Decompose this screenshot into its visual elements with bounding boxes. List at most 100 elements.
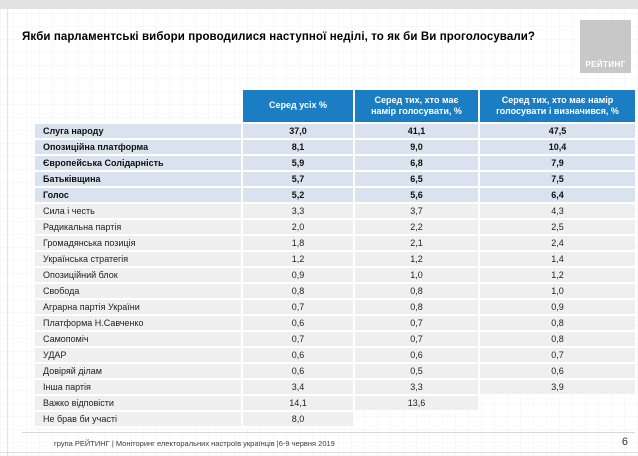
value-among-intending-cell: 3,7 [355, 204, 480, 220]
value-among-intending-cell: 0,8 [355, 300, 480, 316]
value-among-all-cell: 1,8 [243, 236, 355, 252]
table-row: Важко відповісти 14,1 13,6 [35, 396, 635, 412]
value-among-decided-cell: 6,4 [480, 188, 635, 204]
table-row: Громадянська позиція 1,8 2,1 2,4 [35, 236, 635, 252]
party-name-cell: Опозиційна платформа [35, 140, 243, 156]
value-among-all-cell: 3,3 [243, 204, 355, 220]
table-row: Радикальна партія 2,0 2,2 2,5 [35, 220, 635, 236]
party-name-cell: Громадянська позиція [35, 236, 243, 252]
value-among-all-cell: 8,0 [243, 412, 355, 428]
value-among-all-cell: 5,9 [243, 156, 355, 172]
col-header-among-decided: Серед тих, хто має намір голосувати і ви… [480, 90, 635, 124]
value-among-all-cell: 1,2 [243, 252, 355, 268]
value-among-decided-cell: 3,9 [480, 380, 635, 396]
table-header-row: Серед усіх % Серед тих, хто має намір го… [35, 90, 635, 124]
table-row: Не брав би участі 8,0 [35, 412, 635, 428]
value-among-intending-cell: 1,2 [355, 252, 480, 268]
value-among-intending-cell: 6,5 [355, 172, 480, 188]
value-among-decided-cell: 10,4 [480, 140, 635, 156]
table-row: Українська стратегія 1,2 1,2 1,4 [35, 252, 635, 268]
canvas-bottom-guide [0, 452, 638, 453]
value-among-decided-cell: 2,4 [480, 236, 635, 252]
slide-title: Якби парламентські вибори проводилися на… [22, 31, 536, 43]
value-among-decided-cell: 7,5 [480, 172, 635, 188]
table-row: Інша партія 3,4 3,3 3,9 [35, 380, 635, 396]
value-among-all-cell: 2,0 [243, 220, 355, 236]
value-among-intending-cell: 0,8 [355, 284, 480, 300]
value-among-decided-cell: 4,3 [480, 204, 635, 220]
value-among-intending-cell [355, 412, 480, 428]
party-name-cell: Радикальна партія [35, 220, 243, 236]
table-row: УДАР 0,6 0,6 0,7 [35, 348, 635, 364]
table-row: Самопоміч 0,7 0,7 0,8 [35, 332, 635, 348]
party-name-cell: Українська стратегія [35, 252, 243, 268]
party-name-cell: Батьківщина [35, 172, 243, 188]
value-among-intending-cell: 0,7 [355, 316, 480, 332]
value-among-intending-cell: 3,3 [355, 380, 480, 396]
value-among-intending-cell: 13,6 [355, 396, 480, 412]
col-header-among-intending: Серед тих, хто має намір голосувати, % [355, 90, 480, 124]
rating-group-logo: РЕЙТИНГ [580, 20, 631, 73]
party-name-cell: Голос [35, 188, 243, 204]
table-row: Слуга народу 37,0 41,1 47,5 [35, 124, 635, 140]
value-among-decided-cell: 0,7 [480, 348, 635, 364]
value-among-decided-cell: 1,2 [480, 268, 635, 284]
value-among-all-cell: 37,0 [243, 124, 355, 140]
footer-source: група РЕЙТИНГ | Моніторинг електоральних… [54, 439, 335, 448]
value-among-all-cell: 14,1 [243, 396, 355, 412]
value-among-all-cell: 8,1 [243, 140, 355, 156]
logo-text: РЕЙТИНГ [585, 60, 626, 69]
value-among-intending-cell: 0,6 [355, 348, 480, 364]
party-column-blank-header [35, 90, 243, 124]
value-among-all-cell: 0,7 [243, 332, 355, 348]
party-name-cell: Важко відповісти [35, 396, 243, 412]
value-among-intending-cell: 0,5 [355, 364, 480, 380]
party-name-cell: Опозиційний блок [35, 268, 243, 284]
table-row: Опозиційна платформа 8,1 9,0 10,4 [35, 140, 635, 156]
party-name-cell: Платформа Н.Савченко [35, 316, 243, 332]
table-row: Батьківщина 5,7 6,5 7,5 [35, 172, 635, 188]
footer-divider [22, 432, 635, 433]
value-among-decided-cell: 2,5 [480, 220, 635, 236]
value-among-decided-cell: 7,9 [480, 156, 635, 172]
value-among-intending-cell: 6,8 [355, 156, 480, 172]
col-header-among-all: Серед усіх % [243, 90, 355, 124]
party-name-cell: Аграрна партія України [35, 300, 243, 316]
value-among-all-cell: 0,8 [243, 284, 355, 300]
value-among-decided-cell: 0,6 [480, 364, 635, 380]
poll-results-table: Серед усіх % Серед тих, хто має намір го… [35, 90, 635, 428]
value-among-intending-cell: 1,0 [355, 268, 480, 284]
party-name-cell: Слуга народу [35, 124, 243, 140]
value-among-intending-cell: 2,2 [355, 220, 480, 236]
party-name-cell: Свобода [35, 284, 243, 300]
canvas-top-strip [0, 0, 638, 9]
party-name-cell: Довіряй ділам [35, 364, 243, 380]
party-name-cell: Європейська Солідарність [35, 156, 243, 172]
table-row: Аграрна партія України 0,7 0,8 0,9 [35, 300, 635, 316]
party-name-cell: УДАР [35, 348, 243, 364]
value-among-decided-cell: 0,8 [480, 316, 635, 332]
value-among-all-cell: 0,6 [243, 348, 355, 364]
value-among-decided-cell [480, 396, 635, 412]
table-row: Довіряй ділам 0,6 0,5 0,6 [35, 364, 635, 380]
canvas-left-guide [7, 0, 8, 456]
party-name-cell: Інша партія [35, 380, 243, 396]
value-among-all-cell: 5,7 [243, 172, 355, 188]
value-among-decided-cell: 1,0 [480, 284, 635, 300]
page-number: 6 [621, 436, 628, 448]
value-among-intending-cell: 5,6 [355, 188, 480, 204]
value-among-decided-cell: 0,8 [480, 332, 635, 348]
value-among-intending-cell: 9,0 [355, 140, 480, 156]
value-among-all-cell: 0,6 [243, 364, 355, 380]
table-row: Сила і честь 3,3 3,7 4,3 [35, 204, 635, 220]
party-name-cell: Сила і честь [35, 204, 243, 220]
value-among-all-cell: 3,4 [243, 380, 355, 396]
party-name-cell: Не брав би участі [35, 412, 243, 428]
value-among-decided-cell [480, 412, 635, 428]
party-name-cell: Самопоміч [35, 332, 243, 348]
value-among-all-cell: 0,6 [243, 316, 355, 332]
value-among-all-cell: 5,2 [243, 188, 355, 204]
value-among-decided-cell: 0,9 [480, 300, 635, 316]
value-among-intending-cell: 0,7 [355, 332, 480, 348]
